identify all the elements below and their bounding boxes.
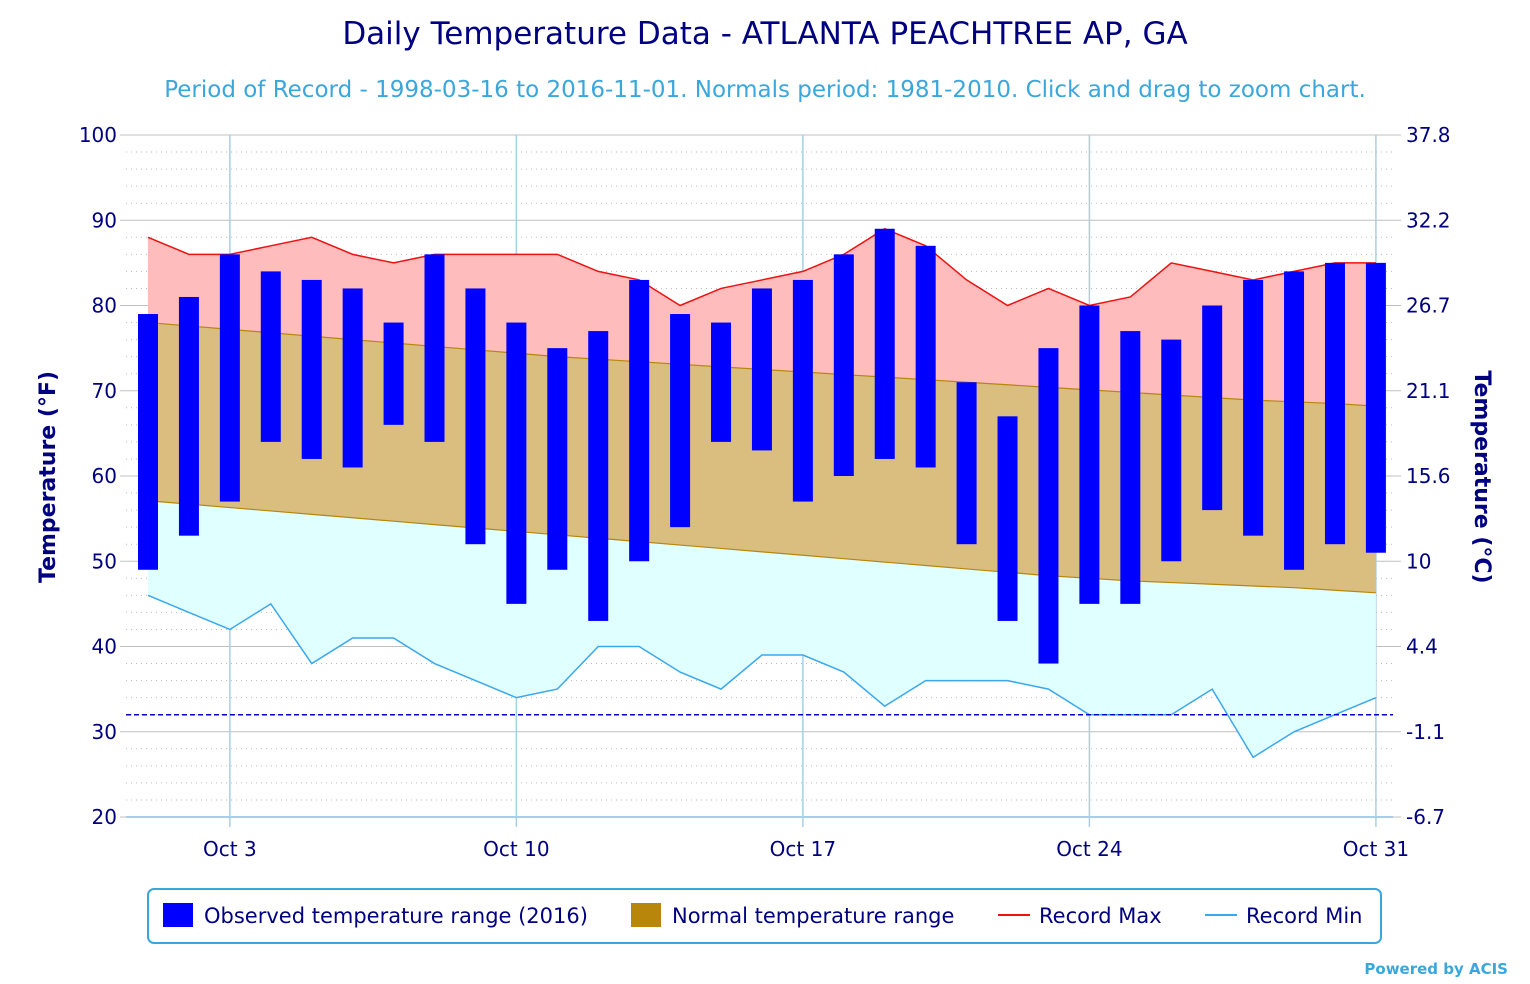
observed-bar-oct-9[interactable]: [465, 288, 486, 545]
observed-bar-oct-12[interactable]: [588, 331, 609, 621]
observed-bars: [138, 228, 1386, 664]
observed-bar-oct-27[interactable]: [1202, 305, 1223, 511]
observed-bar-oct-10[interactable]: [506, 322, 527, 604]
x-tick-label: Oct 3: [203, 837, 257, 861]
observed-bar-oct-11[interactable]: [547, 348, 568, 570]
y-tick-right-label: 26.7: [1406, 294, 1451, 318]
y-tick-left-label: 70: [92, 379, 117, 403]
legend-item-observed-temperature-range-2016[interactable]: Observed temperature range (2016): [163, 903, 588, 928]
legend-label: Record Max: [1039, 904, 1162, 928]
normal-range-area: [148, 322, 1376, 593]
y-tick-left-label: 50: [92, 549, 117, 573]
record-min-area: [148, 500, 1376, 758]
y-tick-left-label: 20: [92, 805, 117, 829]
observed-bar-oct-31[interactable]: [1365, 262, 1386, 553]
y-tick-left-label: 80: [92, 294, 117, 318]
observed-bar-oct-14[interactable]: [670, 314, 691, 528]
credit-text[interactable]: Powered by ACIS: [1364, 960, 1508, 978]
observed-bar-oct-28[interactable]: [1243, 279, 1264, 536]
legend-item-normal-temperature-range[interactable]: Normal temperature range: [631, 903, 954, 928]
y-tick-right-label: 32.2: [1406, 208, 1451, 232]
observed-bar-oct-7[interactable]: [383, 322, 404, 425]
legend-swatch: [163, 903, 193, 927]
axes: 20 30 40 50 60 70 80 90 100 -6.7 -1.1 4.4 10 15.6 21.1…: [79, 123, 1451, 861]
observed-bar-oct-16[interactable]: [751, 288, 772, 451]
observed-bar-oct-24[interactable]: [1079, 305, 1100, 604]
observed-bar-oct-6[interactable]: [342, 288, 363, 468]
x-tick-label: Oct 17: [770, 837, 836, 861]
observed-bar-oct-17[interactable]: [792, 279, 813, 502]
observed-bar-oct-5[interactable]: [301, 279, 322, 459]
y-tick-right-label: 21.1: [1406, 379, 1451, 403]
y-axis-right-title: Temperature (°C): [1469, 370, 1494, 583]
observed-bar-oct-30[interactable]: [1324, 262, 1345, 545]
observed-bar-oct-23[interactable]: [1038, 348, 1059, 664]
observed-bar-oct-19[interactable]: [874, 228, 895, 459]
observed-bar-oct-2[interactable]: [178, 296, 199, 536]
y-tick-left-label: 100: [79, 123, 117, 147]
y-tick-right-label: 4.4: [1406, 635, 1438, 659]
observed-bar-oct-1[interactable]: [138, 314, 158, 570]
x-tick-label: Oct 31: [1343, 837, 1409, 861]
record-min-line: [147, 594, 1377, 759]
y-tick-right-label: 15.6: [1406, 464, 1451, 488]
observed-bar-oct-4[interactable]: [260, 271, 281, 442]
chart-subtitle: Period of Record - 1998-03-16 to 2016-11…: [164, 77, 1366, 103]
legend-swatch: [631, 903, 661, 927]
y-tick-right-label: -1.1: [1406, 720, 1445, 744]
legend-label: Normal temperature range: [672, 904, 954, 928]
y-tick-left-label: 90: [92, 208, 117, 232]
x-tick-label: Oct 24: [1056, 837, 1122, 861]
observed-bar-oct-15[interactable]: [711, 322, 732, 442]
observed-bar-oct-8[interactable]: [424, 254, 445, 442]
legend-box: [147, 888, 1382, 944]
y-axis-left-title: Temperature (°F): [36, 371, 61, 583]
observed-bar-oct-3[interactable]: [219, 254, 240, 502]
normal-low-line: [147, 500, 1376, 594]
observed-bar-oct-29[interactable]: [1284, 271, 1305, 570]
chart-title: Daily Temperature Data - ATLANTA PEACHTR…: [342, 16, 1187, 52]
legend-label: Record Min: [1246, 904, 1363, 928]
legend-item-record-max[interactable]: Record Max: [998, 904, 1162, 928]
legend-label: Observed temperature range (2016): [204, 904, 588, 928]
legend[interactable]: Observed temperature range (2016) Normal …: [147, 888, 1382, 944]
record-max-line: [147, 227, 1376, 307]
y-tick-right-label: -6.7: [1406, 805, 1445, 829]
y-tick-right-label: 10: [1406, 549, 1431, 573]
observed-bar-oct-20[interactable]: [915, 245, 936, 468]
x-tick-label: Oct 10: [483, 837, 549, 861]
observed-bar-oct-13[interactable]: [629, 279, 650, 562]
observed-bar-oct-21[interactable]: [956, 382, 977, 545]
observed-bar-oct-22[interactable]: [997, 416, 1018, 621]
observed-bar-oct-25[interactable]: [1120, 331, 1141, 604]
y-tick-left-label: 30: [92, 720, 117, 744]
observed-bar-oct-18[interactable]: [833, 254, 854, 476]
y-tick-left-label: 60: [92, 464, 117, 488]
y-tick-right-label: 37.8: [1406, 123, 1451, 147]
y-tick-left-label: 40: [92, 635, 117, 659]
legend-item-record-min[interactable]: Record Min: [1205, 904, 1363, 928]
observed-bar-oct-26[interactable]: [1161, 339, 1182, 562]
